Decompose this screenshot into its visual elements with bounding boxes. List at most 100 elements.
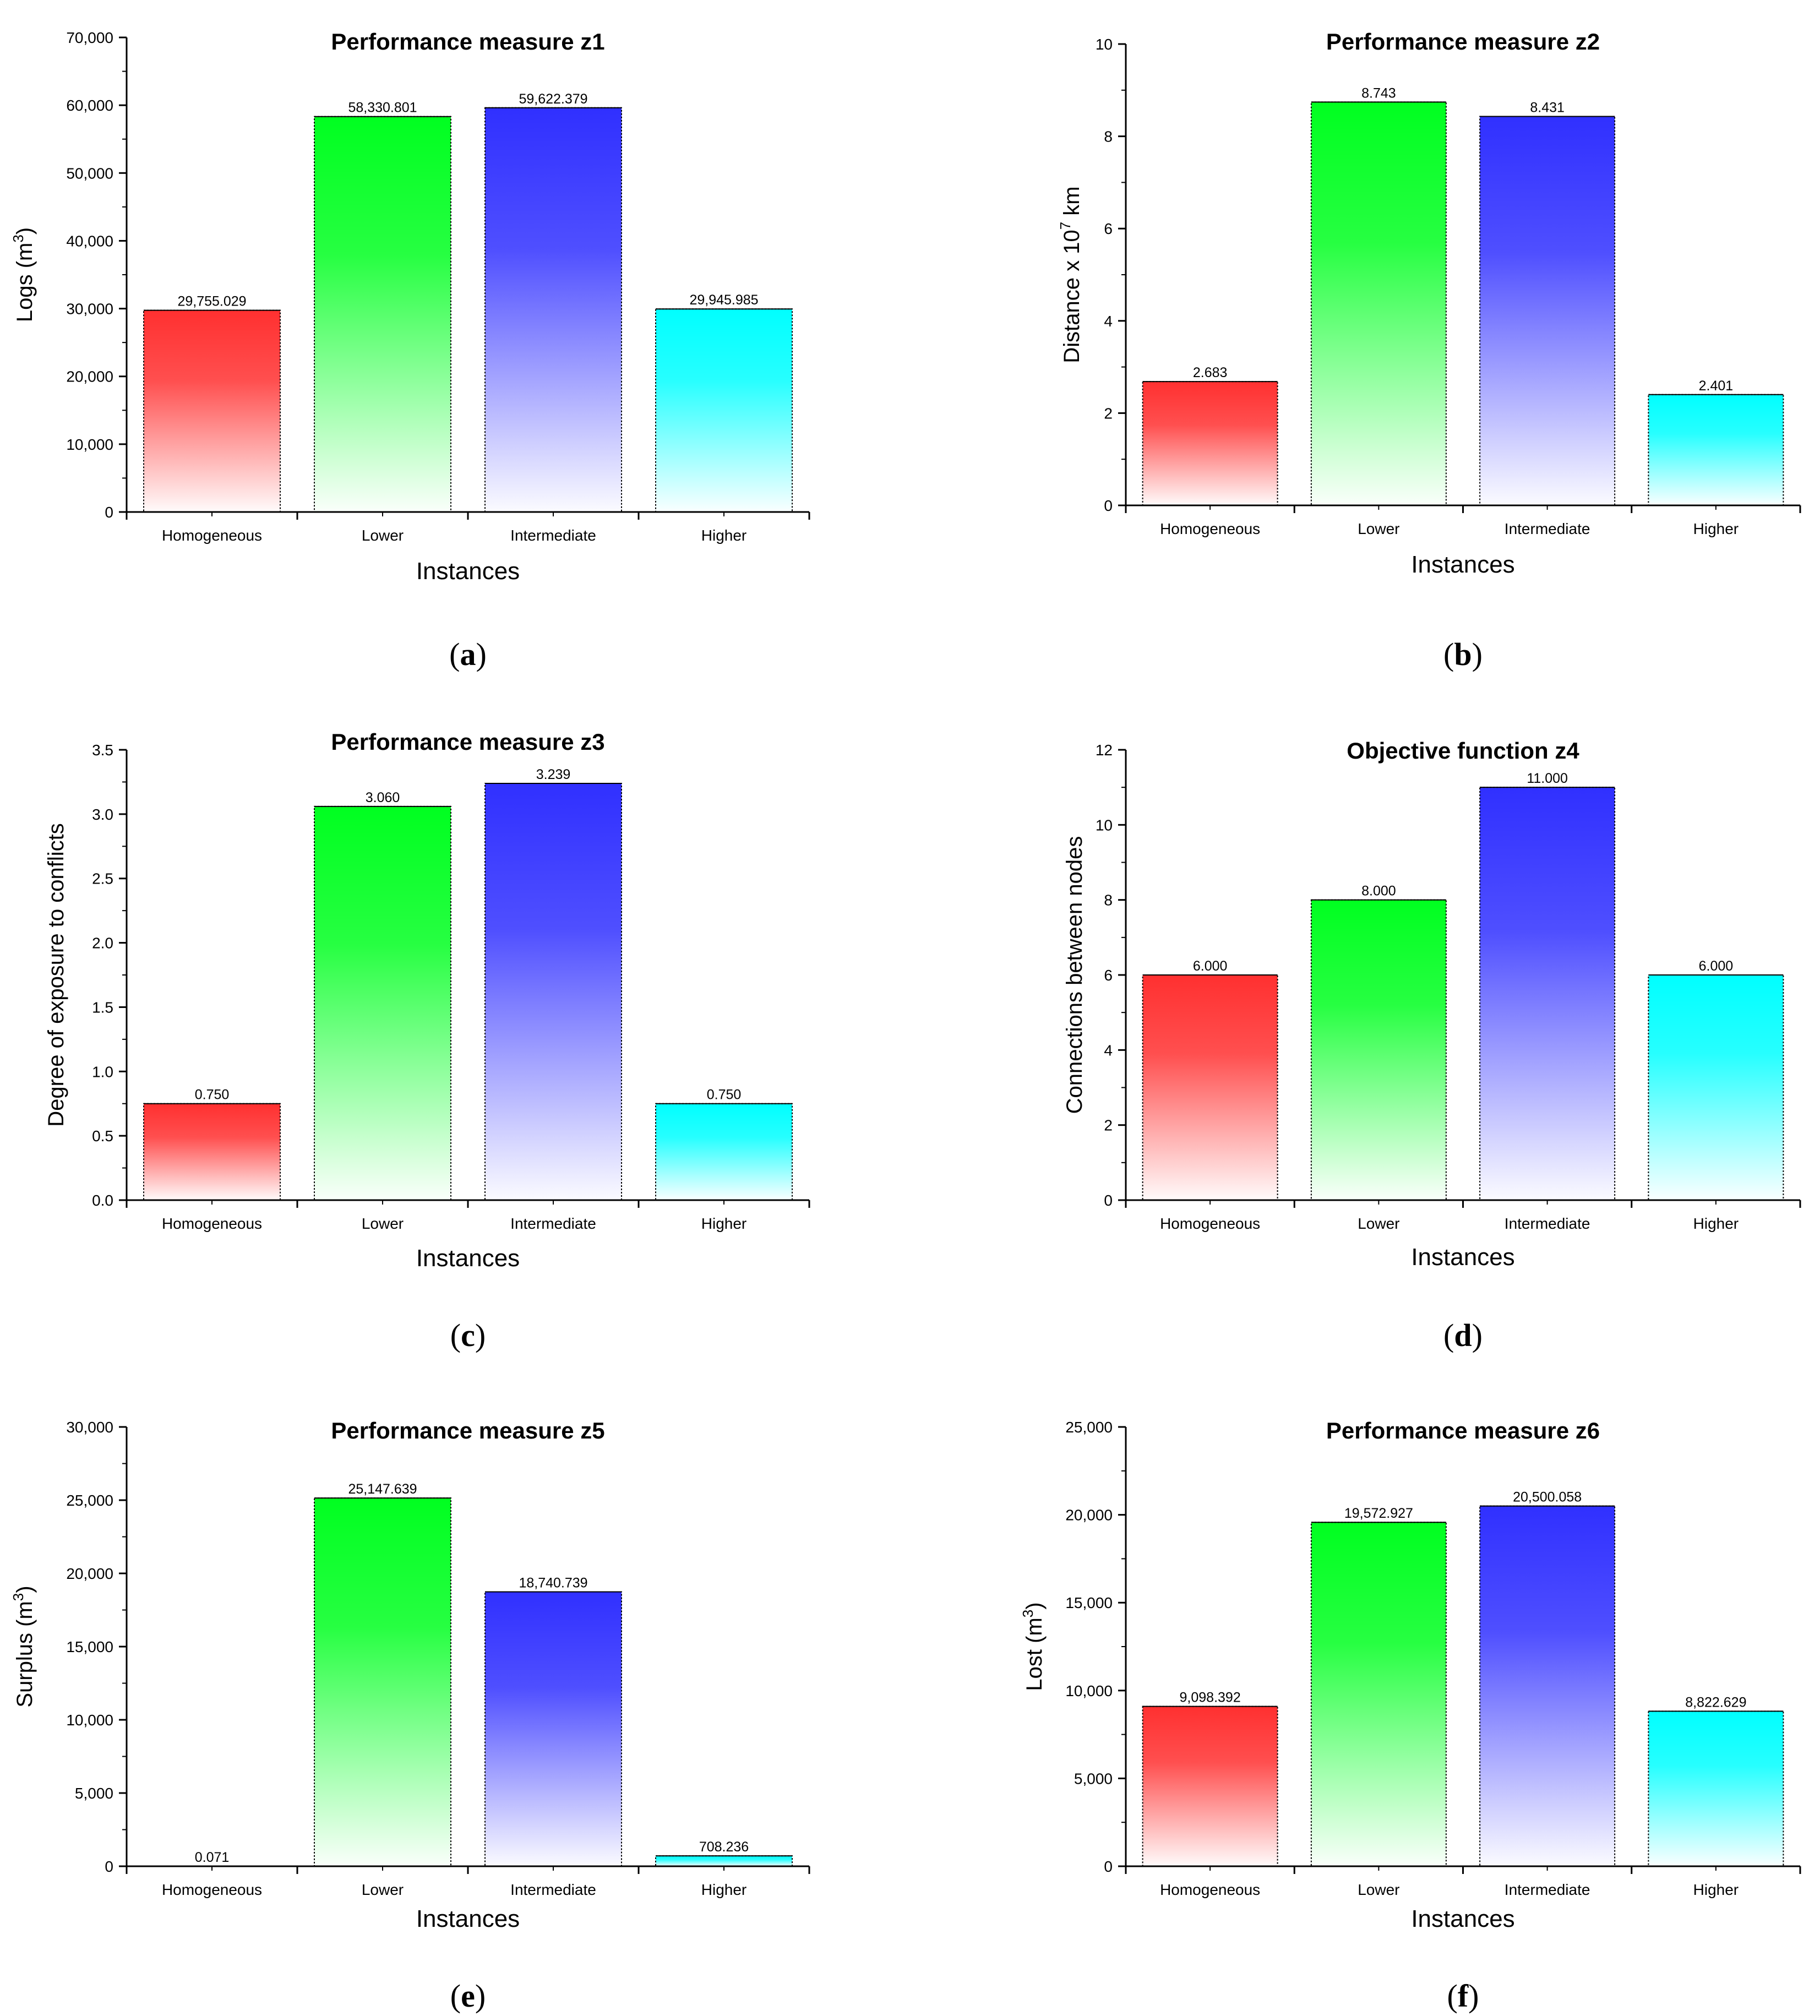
bar-higher	[655, 1103, 793, 1201]
data-label: 9,098.392	[1180, 1690, 1241, 1706]
bar-intermediate	[1479, 787, 1616, 1201]
data-label: 3.060	[366, 790, 400, 805]
bar-intermediate	[484, 782, 622, 1201]
data-label: 25,147.639	[348, 1481, 417, 1497]
y-axis-label: Surplus (m3)	[10, 1585, 37, 1707]
bar-intermediate	[484, 107, 622, 513]
bar-homogeneous	[143, 1103, 281, 1201]
y-tick-label: 0	[105, 504, 113, 521]
y-tick-label: 0	[105, 1858, 113, 1875]
data-label: 19,572.927	[1344, 1506, 1413, 1521]
y-tick-label: 1.0	[92, 1063, 113, 1080]
y-tick-label: 30,000	[66, 301, 113, 318]
bar-lower	[314, 1497, 451, 1867]
bar-homogeneous	[1142, 1706, 1278, 1867]
bar-lower	[314, 116, 451, 513]
bar-lower	[1310, 899, 1447, 1201]
x-tick-label: Intermediate	[510, 1215, 596, 1232]
data-label: 18,740.739	[519, 1575, 587, 1590]
y-tick-label: 25,000	[66, 1492, 113, 1509]
x-tick-label: Homogeneous	[162, 1215, 262, 1232]
bar-homogeneous	[1142, 381, 1278, 506]
chart-title: Performance measure z3	[331, 729, 604, 755]
data-label: 58,330.801	[348, 100, 417, 116]
x-tick-label: Homogeneous	[162, 1881, 262, 1898]
y-tick-label: 10,000	[66, 1712, 113, 1729]
y-tick-label: 0.0	[92, 1192, 113, 1209]
chart-panel-4: 6.000 8.000 11.000 6.000 0 2 4 6 8 10 12 Homogeneou…	[1062, 738, 1801, 1353]
y-axis-label: Degree of exposure to conflicts	[44, 823, 68, 1126]
y-tick-label: 2.5	[92, 870, 113, 887]
y-tick-label: 4	[1104, 313, 1113, 330]
bar-intermediate	[1479, 1505, 1616, 1867]
chart-panel-5: 0.071 25,147.639 18,740.739 708.236 0 5,000 10…	[10, 1418, 810, 2014]
panel-label: (f)	[1447, 1978, 1479, 2014]
y-tick-label: 2.0	[92, 935, 113, 952]
y-tick-label: 4	[1104, 1042, 1113, 1059]
x-tick-label: Intermediate	[510, 1881, 596, 1898]
y-tick-label: 40,000	[66, 232, 113, 249]
data-label: 0.750	[707, 1087, 742, 1103]
x-tick-label: Intermediate	[1505, 520, 1590, 537]
x-tick-label: Homogeneous	[162, 527, 262, 544]
data-label: 2.401	[1699, 378, 1734, 394]
x-tick-label: Lower	[1358, 1215, 1399, 1232]
data-label: 2.683	[1193, 365, 1228, 380]
data-label: 8.431	[1530, 100, 1565, 115]
data-label: 708.236	[699, 1839, 749, 1855]
bar-higher	[655, 308, 793, 513]
y-tick-label: 3.0	[92, 806, 113, 823]
y-tick-label: 3.5	[92, 742, 113, 759]
y-tick-label: 8	[1104, 128, 1113, 145]
y-tick-label: 5,000	[75, 1785, 113, 1802]
x-tick-label: Higher	[701, 1215, 746, 1232]
chart-title: Performance measure z6	[1326, 1418, 1600, 1443]
y-axis-label: Connections between nodes	[1062, 836, 1087, 1114]
x-axis-label: Instances	[1411, 1905, 1514, 1932]
chart-panel-6: 9,098.392 19,572.927 20,500.058 8,822.629 0 5…	[1020, 1418, 1801, 2014]
bar-lower	[1310, 1522, 1447, 1867]
x-tick-label: Homogeneous	[1160, 520, 1260, 537]
data-label: 0.750	[195, 1087, 230, 1103]
y-tick-label: 12	[1096, 742, 1113, 759]
chart-title: Performance measure z1	[331, 29, 604, 55]
x-axis-label: Instances	[416, 1905, 520, 1932]
chart-panel-2: 2.683 8.743 8.431 2.401 0 2 4 6 8 10 Homogeneous Lo…	[1057, 29, 1801, 672]
chart-title: Objective function z4	[1347, 738, 1579, 764]
panel-label: (c)	[450, 1317, 486, 1353]
bar-higher	[655, 1855, 793, 1867]
y-tick-label: 20,000	[1065, 1507, 1113, 1524]
y-tick-label: 15,000	[66, 1638, 113, 1655]
y-tick-label: 60,000	[66, 97, 113, 114]
data-label: 8,822.629	[1685, 1694, 1746, 1710]
y-tick-label: 15,000	[1065, 1594, 1113, 1611]
y-tick-label: 10,000	[1065, 1682, 1113, 1699]
chart-title: Performance measure z5	[331, 1418, 604, 1443]
data-label: 0.071	[195, 1850, 230, 1865]
y-tick-label: 8	[1104, 892, 1113, 909]
y-axis-label: Logs (m3)	[10, 227, 37, 322]
data-label: 29,945.985	[689, 292, 758, 308]
y-tick-label: 2	[1104, 405, 1113, 422]
y-tick-label: 25,000	[1065, 1419, 1113, 1436]
y-tick-label: 10	[1096, 36, 1113, 53]
panel-label: (d)	[1443, 1317, 1483, 1353]
bar-intermediate	[1479, 116, 1616, 506]
chart-panel-1: 29,755.029 58,330.801 59,622.379 29,945.985…	[10, 29, 810, 672]
x-tick-label: Higher	[1693, 1215, 1739, 1232]
y-tick-label: 0	[1104, 497, 1113, 514]
data-label: 8.000	[1361, 884, 1396, 899]
y-axis-label: Distance x 107 km	[1057, 186, 1084, 363]
y-tick-label: 30,000	[66, 1419, 113, 1436]
x-tick-label: Intermediate	[1505, 1881, 1590, 1898]
y-tick-label: 6	[1104, 967, 1113, 984]
chart-panel-3: 0.750 3.060 3.239 0.750 0.0 0.5 1.0 1.5 2.0 2.5 3.…	[44, 729, 810, 1353]
data-label: 11.000	[1527, 771, 1568, 786]
data-label: 59,622.379	[519, 91, 587, 107]
bar-higher	[1648, 974, 1784, 1201]
data-label: 20,500.058	[1513, 1490, 1582, 1505]
y-tick-label: 10	[1096, 816, 1113, 833]
x-tick-label: Lower	[362, 1215, 404, 1232]
data-label: 3.239	[536, 767, 571, 782]
